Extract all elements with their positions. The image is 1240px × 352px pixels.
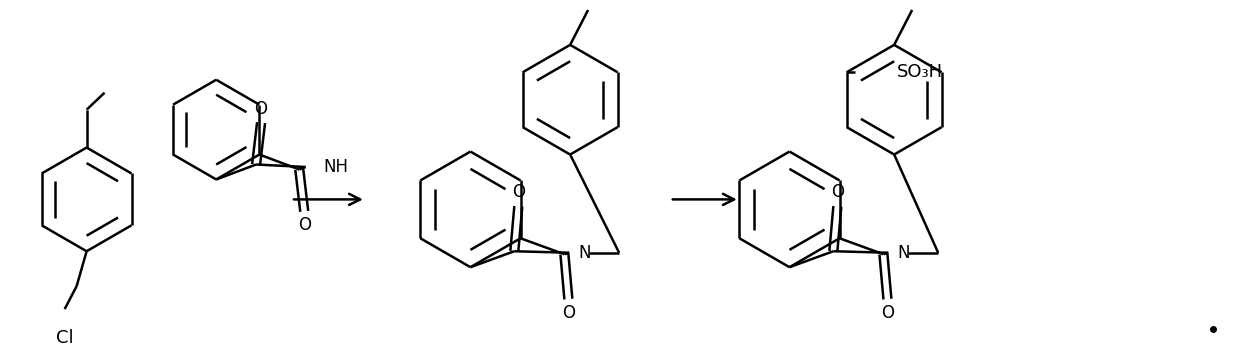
Text: Cl: Cl (56, 329, 73, 347)
Text: O: O (880, 304, 894, 322)
Text: NH: NH (324, 158, 348, 176)
Text: O: O (298, 216, 311, 234)
Text: SO₃H: SO₃H (897, 63, 942, 81)
Text: O: O (831, 183, 844, 201)
Text: O: O (254, 100, 268, 118)
Text: N: N (578, 244, 590, 262)
Text: O: O (562, 304, 575, 322)
Text: O: O (512, 183, 525, 201)
Text: N: N (898, 244, 910, 262)
